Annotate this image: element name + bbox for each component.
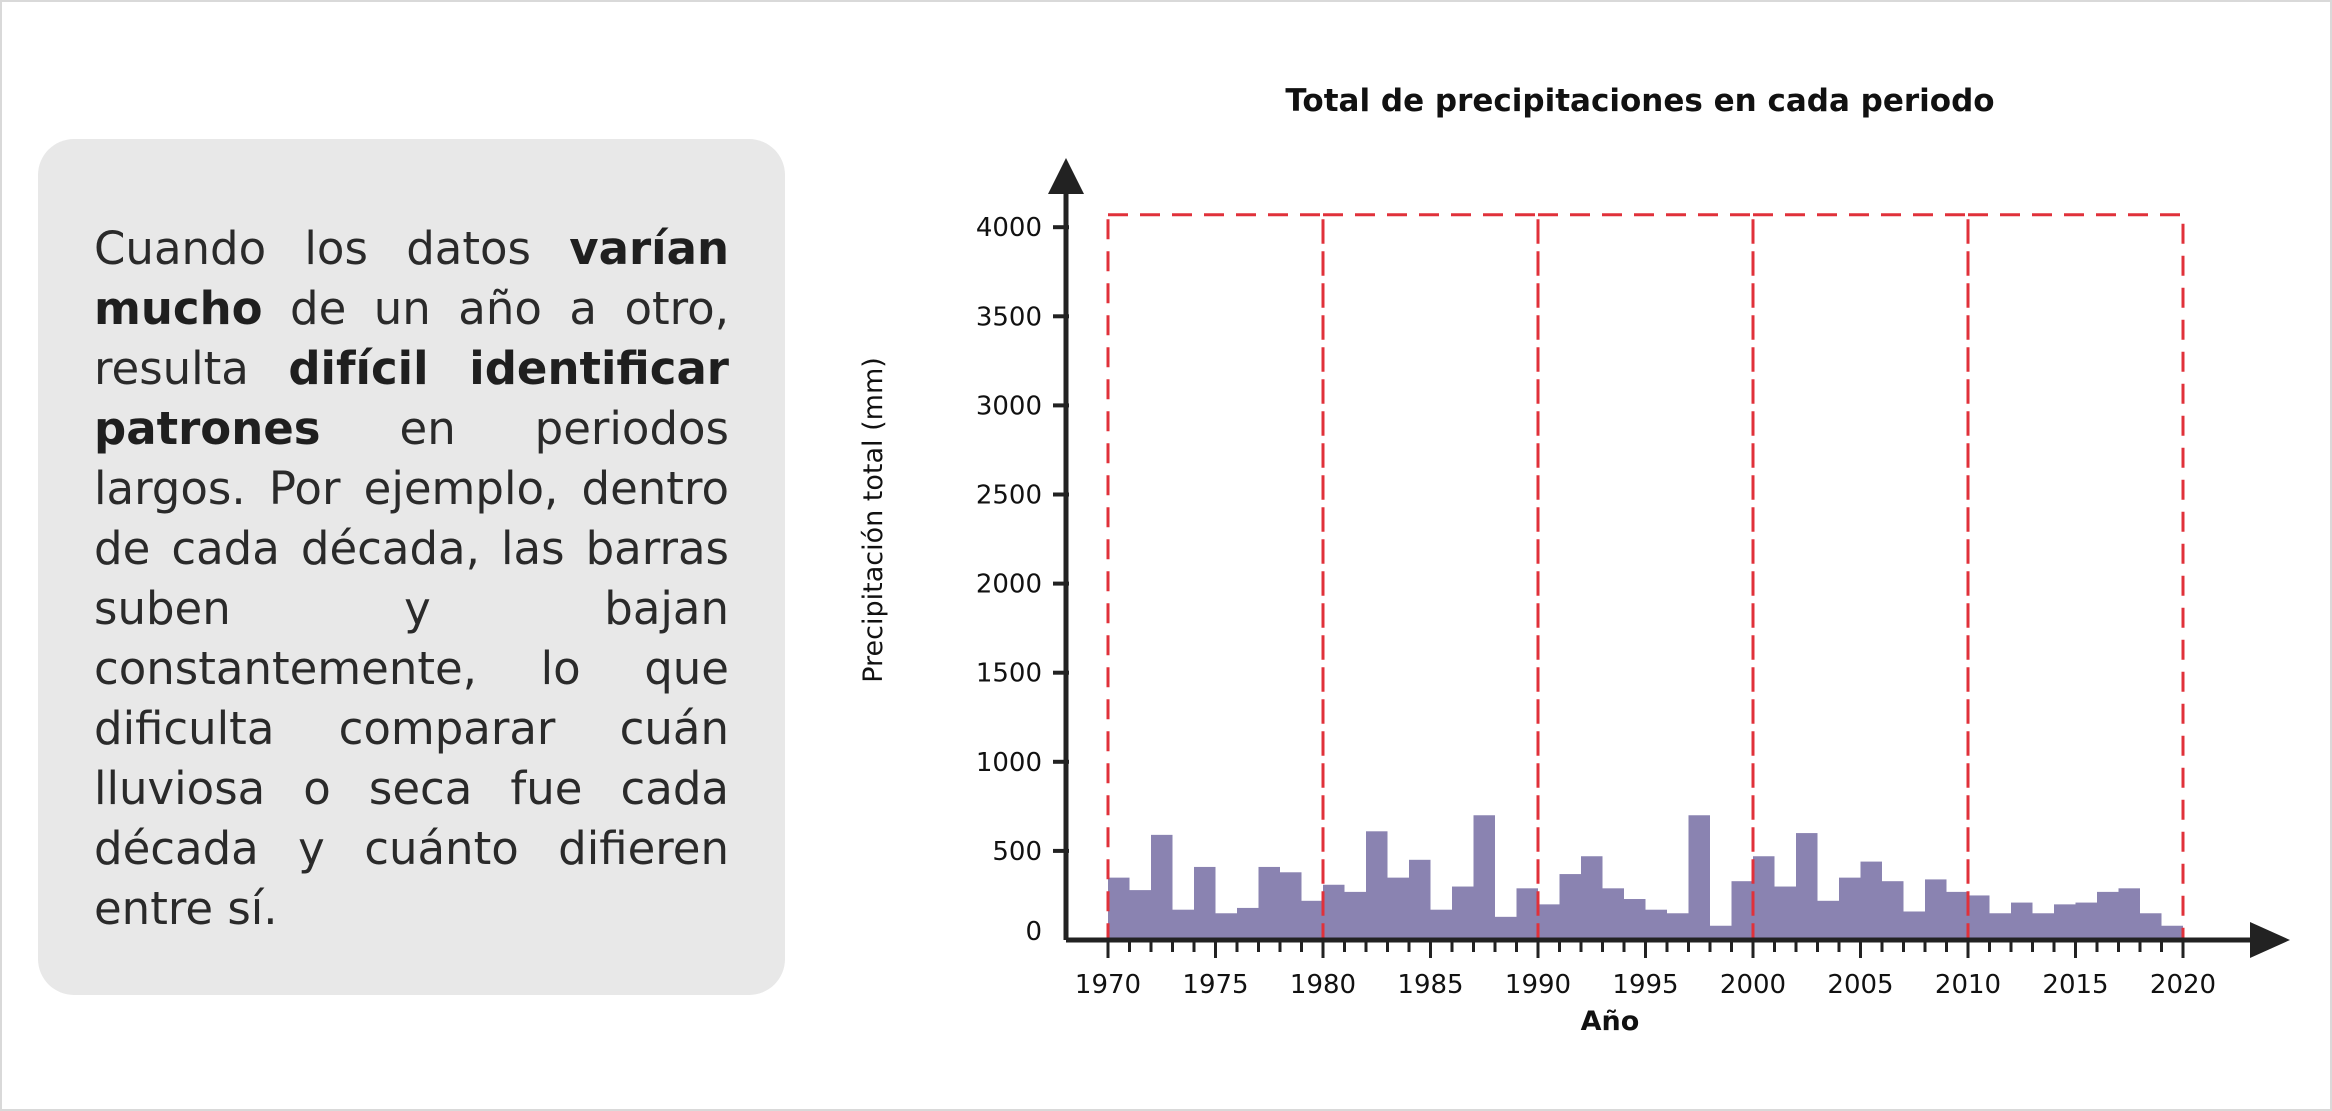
x-tick-label-2015: 2015 <box>2042 970 2108 1000</box>
bar-2014 <box>2054 904 2076 940</box>
bar-2000 <box>1753 856 1775 940</box>
bar-1979 <box>1301 900 1323 940</box>
decade-box-1980 <box>1321 213 1540 942</box>
y-axis-arrow <box>1048 158 1084 194</box>
y-tick-label-500: 500 <box>992 837 1042 867</box>
bar-2004 <box>1839 877 1861 940</box>
ticks-group: 0 500 1000 1500 2000 2500 3000 3500 4000 1970 1975… <box>976 213 2216 1000</box>
bar-1991 <box>1559 874 1581 940</box>
bar-1995 <box>1645 909 1667 940</box>
decade-box-1970 <box>1106 213 1325 942</box>
axes-group <box>1048 158 2290 958</box>
bar-1988 <box>1495 916 1517 940</box>
bar-1983 <box>1387 877 1409 940</box>
bar-2016 <box>2097 891 2119 940</box>
chart-title: Total de precipitaciones en cada periodo <box>1285 83 1994 119</box>
x-tick-label-1970: 1970 <box>1075 970 1141 1000</box>
decade-box-1990 <box>1536 213 1755 942</box>
bar-1973 <box>1172 909 1194 940</box>
bar-1987 <box>1473 815 1495 940</box>
highlight-dificil-identificar: difícil identificar patrones <box>94 342 729 455</box>
explanation-part-2: de un año a otro, resulta <box>94 282 729 395</box>
bar-2008 <box>1925 879 1947 940</box>
bar-1989 <box>1516 888 1538 940</box>
x-tick-label-1995: 1995 <box>1612 970 1678 1000</box>
y-tick-label-1000: 1000 <box>976 748 1042 778</box>
explanation-part-3: en periodos largos. Por ejemplo, dentro … <box>94 402 729 935</box>
y-tick-label-3500: 3500 <box>976 302 1042 332</box>
decade-box-2010 <box>1966 213 2185 942</box>
bar-1976 <box>1237 907 1259 940</box>
decade-box-2000 <box>1751 213 1970 942</box>
bar-2006 <box>1882 881 1904 940</box>
bar-1992 <box>1581 856 1603 940</box>
bar-1970 <box>1108 877 1130 940</box>
bar-1993 <box>1602 888 1624 940</box>
bar-1985 <box>1430 909 1452 940</box>
x-tick-label-1980: 1980 <box>1290 970 1356 1000</box>
explanation-part-1: Cuando los datos <box>94 222 570 275</box>
bar-1982 <box>1366 831 1388 940</box>
y-tick-label-0: 0 <box>1025 917 1042 947</box>
bar-2002 <box>1796 833 1818 940</box>
bar-1974 <box>1194 866 1216 940</box>
explanation-panel: Cuando los datos varían mucho de un año … <box>38 139 785 995</box>
x-tick-label-2020: 2020 <box>2150 970 2216 1000</box>
bar-1972 <box>1151 834 1173 940</box>
y-tick-label-2000: 2000 <box>976 570 1042 600</box>
x-axis-label: Año <box>1581 1006 1640 1037</box>
y-tick-label-2500: 2500 <box>976 481 1042 511</box>
bar-1986 <box>1452 886 1474 940</box>
bar-2010 <box>1968 895 1990 940</box>
x-tick-label-2000: 2000 <box>1720 970 1786 1000</box>
bar-2005 <box>1860 861 1882 940</box>
x-axis-arrow <box>2250 922 2290 958</box>
highlight-varian-mucho: varían mucho <box>94 222 729 335</box>
bar-1978 <box>1280 872 1302 940</box>
bar-1996 <box>1667 913 1689 940</box>
x-tick-label-2010: 2010 <box>1935 970 2001 1000</box>
bar-1977 <box>1258 866 1280 940</box>
bar-1990 <box>1538 904 1560 940</box>
y-tick-label-1500: 1500 <box>976 659 1042 689</box>
x-tick-label-1990: 1990 <box>1505 970 1571 1000</box>
decade-boxes-group <box>1106 213 2185 942</box>
bar-1980 <box>1323 884 1345 940</box>
bar-1994 <box>1624 899 1646 940</box>
bar-2007 <box>1903 911 1925 940</box>
bar-2009 <box>1946 891 1968 940</box>
y-tick-label-4000: 4000 <box>976 213 1042 243</box>
bar-1981 <box>1344 891 1366 940</box>
bar-1999 <box>1731 881 1753 940</box>
bar-2013 <box>2032 913 2054 940</box>
bar-2017 <box>2118 888 2140 940</box>
bars-group <box>1108 815 2183 940</box>
bar-1998 <box>1710 925 1732 940</box>
y-axis-label: Precipitación total (mm) <box>858 357 889 683</box>
bar-1997 <box>1688 815 1710 940</box>
x-tick-label-1975: 1975 <box>1182 970 1248 1000</box>
x-tick-label-2005: 2005 <box>1827 970 1893 1000</box>
bar-2019 <box>2161 925 2183 940</box>
bar-2011 <box>1989 913 2011 940</box>
bar-1984 <box>1409 859 1431 940</box>
bar-2018 <box>2140 913 2162 940</box>
bar-2012 <box>2011 902 2033 940</box>
bar-2015 <box>2075 902 2097 940</box>
bar-1975 <box>1215 913 1237 940</box>
bar-2001 <box>1774 886 1796 940</box>
y-tick-label-3000: 3000 <box>976 391 1042 421</box>
bar-1971 <box>1129 890 1151 940</box>
explanation-text: Cuando los datos varían mucho de un año … <box>94 219 729 939</box>
bar-2003 <box>1817 900 1839 940</box>
x-tick-label-1985: 1985 <box>1397 970 1463 1000</box>
